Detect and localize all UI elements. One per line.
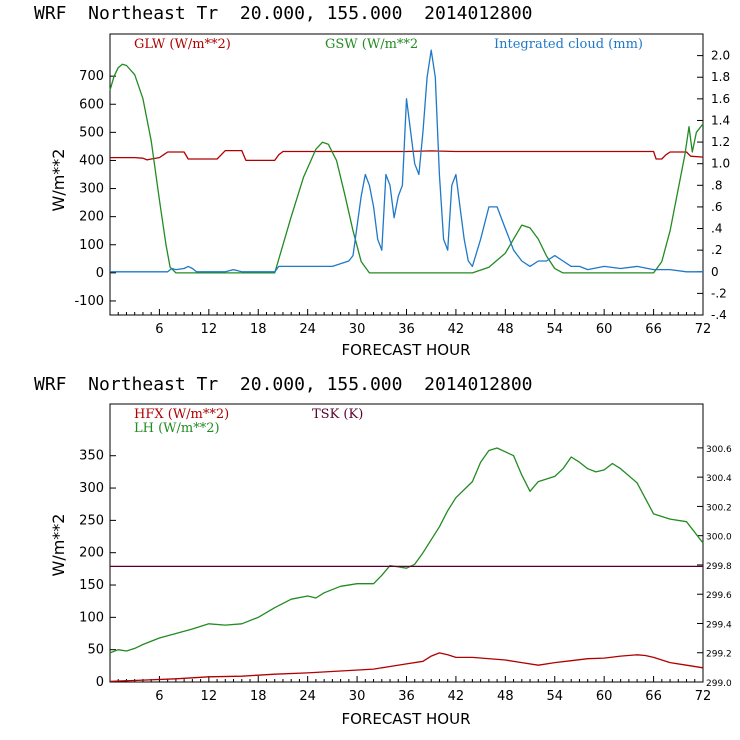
series-line-0 — [110, 149, 704, 162]
y2-tick-label: .2 — [711, 243, 722, 257]
y-tick-label: 300 — [79, 481, 104, 496]
x-tick-label: 12 — [201, 689, 218, 704]
x-tick-label: 6 — [155, 689, 163, 704]
y2-tick-label: 299.0 — [706, 679, 732, 689]
y-tick-label: 100 — [79, 238, 104, 253]
y-tick-label: 250 — [79, 513, 104, 528]
y-tick-label: 150 — [79, 578, 104, 593]
y2-tick-label: 1.4 — [711, 113, 730, 127]
x-tick-label: 48 — [497, 322, 514, 337]
y2-tick-label: -.2 — [711, 286, 727, 300]
y-tick-label: 350 — [79, 449, 104, 464]
chart2-y2-ticks: 299.0 299.2 299.4 299.6 299.8 300.0 300.2 300.4… — [697, 445, 732, 689]
x-tick-label: 60 — [596, 322, 613, 337]
series-line-1 — [109, 447, 704, 654]
x-tick-label: 66 — [645, 322, 662, 337]
x-tick-label: 72 — [695, 689, 712, 704]
x-tick-label: 42 — [448, 322, 465, 337]
chart2-series — [109, 447, 704, 683]
chart2-y-ticks: 0 50 100 150 200 250 300 350 — [79, 449, 116, 690]
y2-tick-label: 1.6 — [711, 92, 730, 106]
y-tick-label: 100 — [79, 610, 104, 625]
chart1-legend-cloud: Integrated cloud (mm) — [494, 37, 643, 52]
y2-tick-label: 300.4 — [706, 474, 732, 484]
y2-tick-label: 2.0 — [711, 49, 730, 63]
y2-tick-label: 300.0 — [706, 533, 732, 543]
y-tick-label: 700 — [79, 69, 104, 84]
y2-tick-label: .8 — [711, 178, 722, 192]
chart1-xlabel: FORECAST HOUR — [341, 341, 470, 359]
x-tick-label: 24 — [299, 689, 316, 704]
chart2-legend-tsk: TSK (K) — [312, 407, 363, 422]
y2-tick-label: 300.6 — [706, 445, 732, 455]
y-tick-label: 50 — [87, 643, 104, 658]
x-tick-label: 6 — [155, 322, 163, 337]
x-tick-label: 48 — [497, 689, 514, 704]
chart1-title: WRF Northeast Tr 20.000, 155.000 2014012… — [34, 3, 533, 24]
y-tick-label: 200 — [79, 546, 104, 561]
y2-tick-label: 0 — [711, 265, 719, 279]
x-tick-label: 72 — [695, 322, 712, 337]
y2-tick-label: 299.8 — [706, 562, 732, 572]
x-tick-label: 36 — [398, 322, 415, 337]
y2-tick-label: .4 — [711, 222, 722, 236]
chart1-y2-ticks: -.4 -.2 0 .2 .4 .6 .8 1.0 1.2 1.4 1.6 1.8 2.0 — [697, 49, 730, 322]
chart2-title: WRF Northeast Tr 20.000, 155.000 2014012… — [34, 374, 533, 395]
x-tick-label: 12 — [201, 322, 218, 337]
y-tick-label: 500 — [79, 125, 104, 140]
x-tick-label: 18 — [250, 689, 267, 704]
chart2-frame — [109, 403, 704, 683]
chart1-legend-glw: GLW (W/m**2) — [134, 37, 231, 52]
y2-tick-label: 1.0 — [711, 157, 730, 171]
x-tick-label: 30 — [349, 689, 366, 704]
chart1-y-ticks: -100 0 100 200 300 400 500 600 700 — [74, 69, 116, 309]
y2-tick-label: 299.6 — [706, 591, 732, 601]
x-tick-label: 18 — [250, 322, 267, 337]
series-line-0 — [109, 652, 704, 683]
y-tick-label: -100 — [74, 294, 104, 309]
chart2-legend-lh: LH (W/m**2) — [134, 421, 220, 436]
y-tick-label: 0 — [96, 266, 104, 281]
x-tick-label: 54 — [546, 322, 563, 337]
x-tick-label: 30 — [349, 322, 366, 337]
x-tick-label: 66 — [645, 689, 662, 704]
series-line-2 — [110, 49, 703, 273]
y2-tick-label: 1.2 — [711, 135, 730, 149]
x-tick-label: 42 — [448, 689, 465, 704]
y-tick-label: 0 — [96, 675, 104, 690]
x-tick-label: 60 — [596, 689, 613, 704]
chart1-ylabel: W/m**2 — [49, 149, 68, 212]
y-tick-label: 300 — [79, 182, 104, 197]
chart1-series — [109, 49, 704, 274]
y-tick-label: 600 — [79, 97, 104, 112]
x-tick-label: 24 — [299, 322, 316, 337]
chart2-x-ticks: 6 12 18 24 30 36 42 48 54 60 66 72 — [117, 676, 712, 704]
series-line-1 — [109, 63, 704, 274]
x-tick-label: 54 — [546, 689, 563, 704]
y2-tick-label: 300.2 — [706, 503, 732, 513]
y2-tick-label: 299.4 — [706, 620, 732, 630]
y-tick-label: 200 — [79, 210, 104, 225]
x-tick-label: 36 — [398, 689, 415, 704]
chart2-legend-hfx: HFX (W/m**2) — [134, 407, 229, 422]
y2-tick-label: .6 — [711, 200, 722, 214]
chart1-x-ticks: 6 12 18 24 30 36 42 48 54 60 66 72 — [117, 309, 712, 337]
y2-tick-label: 1.8 — [711, 70, 730, 84]
y2-tick-label: -.4 — [711, 308, 727, 322]
y2-tick-label: 299.2 — [706, 650, 732, 660]
y-tick-label: 400 — [79, 153, 104, 168]
chart1-legend-gsw: GSW (W/m**2 — [325, 37, 418, 52]
chart2-ylabel: W/m**2 — [49, 514, 68, 577]
chart2-xlabel: FORECAST HOUR — [341, 710, 470, 728]
